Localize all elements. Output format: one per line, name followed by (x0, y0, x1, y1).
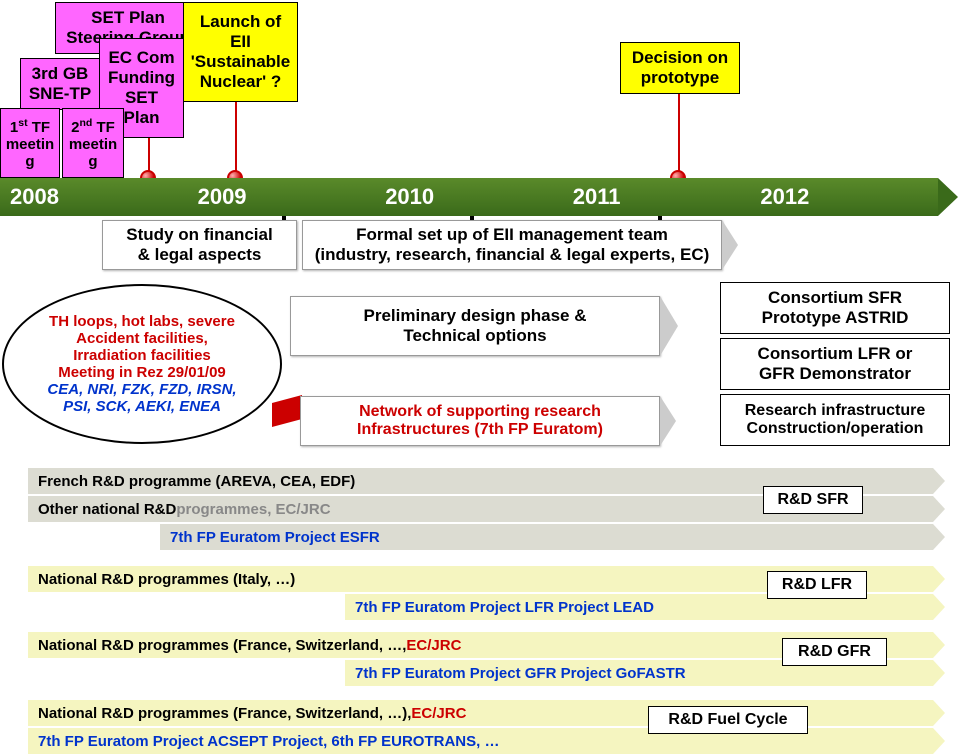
t: g (25, 153, 34, 170)
t: Irradiation facilities (4, 347, 280, 364)
t: Consortium LFR or (758, 344, 913, 364)
t: 7th FP Euratom Project GFR Project GoFAS… (355, 665, 686, 682)
prelim-arrowhead (660, 296, 678, 356)
t: EC/JRC (411, 705, 466, 722)
label-rd-lfr: R&D LFR (767, 571, 867, 599)
t: Consortium SFR (768, 288, 902, 308)
bar-esfr: 7th FP Euratom Project ESFR (160, 524, 933, 550)
t: Other national R&D (38, 501, 176, 518)
t: g (88, 153, 97, 170)
t: National R&D programmes (France, Switzer… (38, 637, 406, 654)
box-tf1: 1st TF meetin g (0, 108, 60, 178)
box-study: Study on financial & legal aspects (102, 220, 297, 270)
t: 7th FP Euratom Project ESFR (170, 529, 380, 546)
year: 2010 (375, 184, 563, 210)
timeline-arrowhead (938, 178, 958, 216)
t: meetin (6, 136, 54, 153)
t: R&D GFR (798, 643, 871, 661)
t: PSI, SCK, AEKI, ENEA (4, 398, 280, 415)
t: SNE-TP (29, 84, 91, 104)
t: EC Com (108, 48, 174, 68)
t: National R&D programmes (Italy, …) (38, 571, 295, 588)
t: Accident facilities, (4, 330, 280, 347)
year: 2012 (750, 184, 938, 210)
label-rd-fuel: R&D Fuel Cycle (648, 706, 808, 734)
label-rd-gfr: R&D GFR (782, 638, 887, 666)
t: French R&D programme (AREVA, CEA, EDF) (38, 473, 355, 490)
t: R&D SFR (777, 491, 848, 509)
t: Prototype ASTRID (762, 308, 909, 328)
t: Plan (124, 108, 160, 128)
t: & legal aspects (138, 245, 262, 265)
t: (industry, research, financial & legal e… (315, 245, 710, 265)
t: CEA, NRI, FZK, FZD, IRSN, (4, 381, 280, 398)
t: Meeting in Rez 29/01/09 (4, 364, 280, 381)
t: meetin (69, 136, 117, 153)
year: 2009 (188, 184, 376, 210)
box-gb: 3rd GB SNE-TP (20, 58, 100, 110)
t: Network of supporting research (359, 403, 601, 421)
box-launch: Launch of EII 'Sustainable Nuclear' ? (183, 2, 298, 102)
marker-line (235, 102, 237, 174)
t: GFR Demonstrator (759, 364, 911, 384)
formal-arrowhead (722, 220, 738, 270)
t: Decision on (632, 48, 728, 68)
t: Nuclear' ? (200, 72, 282, 92)
t: 7th FP Euratom Project ACSEPT Project, 6… (38, 733, 499, 750)
label-rd-sfr: R&D SFR (763, 486, 863, 514)
box-prelim: Preliminary design phase & Technical opt… (290, 296, 660, 356)
t: Construction/operation (747, 420, 924, 438)
t: Study on financial (126, 225, 272, 245)
t: EII (230, 32, 251, 52)
t: National R&D programmes (France, Switzer… (38, 705, 411, 722)
t: Infrastructures (7th FP Euratom) (357, 421, 603, 439)
t: SET Plan (91, 8, 165, 28)
box-tf2: 2nd TF meetin g (62, 108, 124, 178)
t: Launch of (200, 12, 281, 32)
t: Technical options (403, 326, 546, 346)
box-sfr: Consortium SFR Prototype ASTRID (720, 282, 950, 334)
t: TH loops, hot labs, severe (4, 313, 280, 330)
t: 'Sustainable (191, 52, 290, 72)
t: Research infrastructure (745, 402, 926, 420)
t: EC/JRC (406, 637, 461, 654)
network-arrowhead (660, 396, 676, 446)
t: prototype (641, 68, 719, 88)
box-decision: Decision on prototype (620, 42, 740, 94)
box-res: Research infrastructure Construction/ope… (720, 394, 950, 446)
t: R&D Fuel Cycle (668, 711, 787, 729)
box-lfr: Consortium LFR or GFR Demonstrator (720, 338, 950, 390)
box-formal: Formal set up of EII management team (in… (302, 220, 722, 270)
marker-line (678, 94, 680, 174)
t: R&D LFR (782, 576, 852, 594)
year: 2008 (0, 184, 188, 210)
t: 2nd TF (71, 117, 115, 136)
t: programmes, EC/JRC (176, 501, 330, 518)
t: Formal set up of EII management team (356, 225, 668, 245)
oval-facilities: TH loops, hot labs, severe Accident faci… (2, 284, 282, 444)
marker-line (148, 138, 150, 174)
t: 3rd GB (32, 64, 89, 84)
timeline: 2008 2009 2010 2011 2012 (0, 178, 938, 216)
t: SET (125, 88, 158, 108)
t: Funding (108, 68, 175, 88)
t: 1st TF (10, 117, 50, 136)
year: 2011 (563, 184, 751, 210)
t: Preliminary design phase & (364, 306, 587, 326)
box-network: Network of supporting research Infrastru… (300, 396, 660, 446)
t: 7th FP Euratom Project LFR Project LEAD (355, 599, 654, 616)
